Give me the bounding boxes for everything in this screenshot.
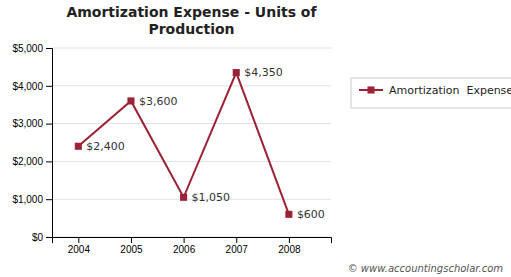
x-tick-mark [131, 237, 132, 243]
data-label: $2,400 [86, 140, 125, 153]
y-tick: $2,000 [12, 156, 52, 167]
y-tick-label: $4,000 [12, 81, 43, 92]
legend-label: Amortization Expense [389, 84, 511, 97]
data-label: $3,600 [139, 95, 178, 108]
y-tick-mark [46, 237, 52, 238]
marker [180, 194, 187, 201]
data-label: $1,050 [192, 191, 231, 204]
x-tick: 2007 [226, 237, 249, 255]
y-tick-mark [46, 48, 52, 49]
x-tick-label: 2005 [120, 244, 143, 255]
y-tick: $0 [32, 232, 52, 243]
data-label: $600 [297, 208, 325, 221]
watermark: © www.accountingscholar.com [348, 263, 504, 274]
legend-frame [351, 78, 511, 108]
x-tick-label: 2007 [226, 244, 249, 255]
grid-line [52, 161, 331, 162]
x-tick: 2006 [173, 237, 196, 255]
y-tick: $1,000 [12, 194, 52, 205]
chart: $0 $1,000 $2,000 $3,000 $4,000 $5,000 2004 2005… [0, 0, 511, 277]
marker [285, 211, 292, 218]
x-tick-label: 2004 [68, 244, 91, 255]
grid-line [52, 123, 331, 124]
x-tick: 2004 [68, 237, 91, 255]
marker [233, 69, 240, 76]
y-tick-mark [46, 124, 52, 125]
y-tick-label: $0 [32, 232, 44, 243]
y-tick-label: $1,000 [12, 194, 43, 205]
y-axis-line [46, 49, 53, 238]
y-tick-label: $3,000 [12, 118, 43, 129]
title: Amortization Expense - Units ofProductio… [66, 4, 317, 37]
legend: Amortization Expense [351, 78, 511, 108]
y-tick-label: $5,000 [12, 43, 43, 54]
data-label: $4,350 [244, 66, 283, 79]
y-tick: $3,000 [12, 118, 52, 129]
x-tick-mark [236, 237, 237, 243]
grid [52, 48, 331, 237]
x-tick: 2005 [120, 237, 143, 255]
x-tick-label: 2006 [173, 244, 196, 255]
marker [127, 97, 134, 104]
x-tick-mark [78, 237, 79, 243]
y-tick-label: $2,000 [12, 156, 43, 167]
y-tick: $4,000 [12, 81, 52, 92]
x-tick-mark [184, 237, 185, 243]
x-tick-mark [289, 237, 290, 243]
grid-line [52, 48, 331, 49]
marks [75, 69, 293, 218]
x-tick: 2008 [278, 237, 301, 255]
y-tick-mark [46, 86, 52, 87]
x-axis: 2004 2005 2006 2007 2008 [53, 237, 332, 255]
series-line [78, 73, 289, 215]
y-axis: $0 $1,000 $2,000 $3,000 $4,000 $5,000 [12, 43, 52, 243]
marker [75, 143, 82, 150]
y-tick-mark [46, 199, 52, 200]
y-tick: $5,000 [12, 43, 52, 54]
data-labels: $2,400 $3,600 $1,050 $4,350 $600 [86, 66, 325, 221]
x-axis-line [53, 238, 332, 244]
y-tick-mark [46, 161, 52, 162]
legend-marker [367, 86, 374, 93]
x-tick-label: 2008 [278, 244, 301, 255]
plot: $0 $1,000 $2,000 $3,000 $4,000 $5,000 2004 2005… [12, 43, 331, 255]
grid-line [52, 85, 331, 86]
